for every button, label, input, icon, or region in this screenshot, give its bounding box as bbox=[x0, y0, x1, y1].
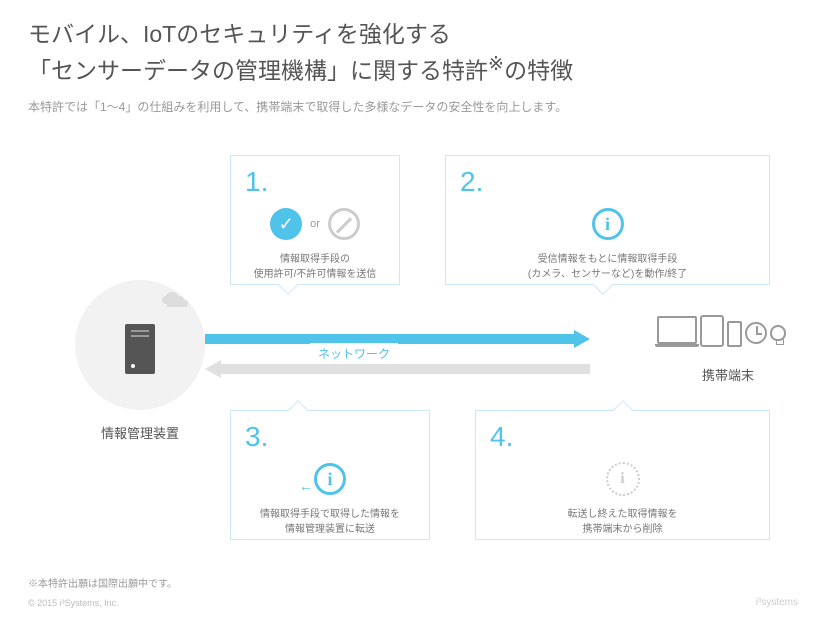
copyright: © 2015 i³Systems, Inc. bbox=[28, 598, 119, 608]
diagram: 情報管理装置 ネットワーク 携帯端末 1. ✓ or 情報取得手段の使用許可/不… bbox=[0, 145, 826, 565]
or-text: or bbox=[310, 218, 320, 230]
devices-label: 携帯端末 bbox=[702, 365, 754, 384]
info-transfer-icon: i bbox=[314, 463, 346, 495]
card-3-text: 情報取得手段で取得した情報を情報管理装置に転送 bbox=[245, 507, 415, 537]
deleted-icon: i bbox=[606, 462, 640, 496]
logo: i³systems bbox=[756, 597, 798, 608]
tablet-icon bbox=[700, 315, 724, 347]
phone-icon bbox=[727, 321, 742, 347]
card-4-num: 4. bbox=[490, 421, 755, 453]
card-1-num: 1. bbox=[245, 166, 385, 198]
card-2-num: 2. bbox=[460, 166, 755, 198]
card-4-text: 転送し終えた取得情報を携帯端末から削除 bbox=[490, 507, 755, 537]
server-label: 情報管理装置 bbox=[75, 423, 205, 442]
card-3-num: 3. bbox=[245, 421, 415, 453]
page-subtitle: 本特許では「1～4」の仕組みを利用して、携帯端末で取得した多様なデータの安全性を… bbox=[0, 88, 826, 115]
watch-icon bbox=[745, 322, 767, 344]
server-node bbox=[75, 280, 205, 410]
devices-node bbox=[657, 315, 786, 347]
info-icon: i bbox=[592, 208, 624, 240]
card-1-text: 情報取得手段の使用許可/不許可情報を送信 bbox=[245, 252, 385, 282]
cloud-icon bbox=[160, 290, 190, 308]
card-1: 1. ✓ or 情報取得手段の使用許可/不許可情報を送信 bbox=[230, 155, 400, 285]
card-3: 3. i 情報取得手段で取得した情報を情報管理装置に転送 bbox=[230, 410, 430, 540]
server-icon bbox=[125, 324, 155, 374]
laptop-icon bbox=[657, 316, 697, 344]
card-4: 4. i 転送し終えた取得情報を携帯端末から削除 bbox=[475, 410, 770, 540]
footnote: ※本特許出願は国際出願中です。 bbox=[28, 575, 177, 590]
network-label: ネットワーク bbox=[310, 343, 398, 364]
bulb-icon bbox=[770, 325, 786, 341]
page-title: モバイル、IoTのセキュリティを強化する 「センサーデータの管理機構」に関する特… bbox=[0, 0, 826, 88]
card-2: 2. i 受信情報をもとに情報取得手段(カメラ、センサーなど)を動作/終了 bbox=[445, 155, 770, 285]
check-icon: ✓ bbox=[270, 208, 302, 240]
card-2-text: 受信情報をもとに情報取得手段(カメラ、センサーなど)を動作/終了 bbox=[460, 252, 755, 282]
ban-icon bbox=[328, 208, 360, 240]
